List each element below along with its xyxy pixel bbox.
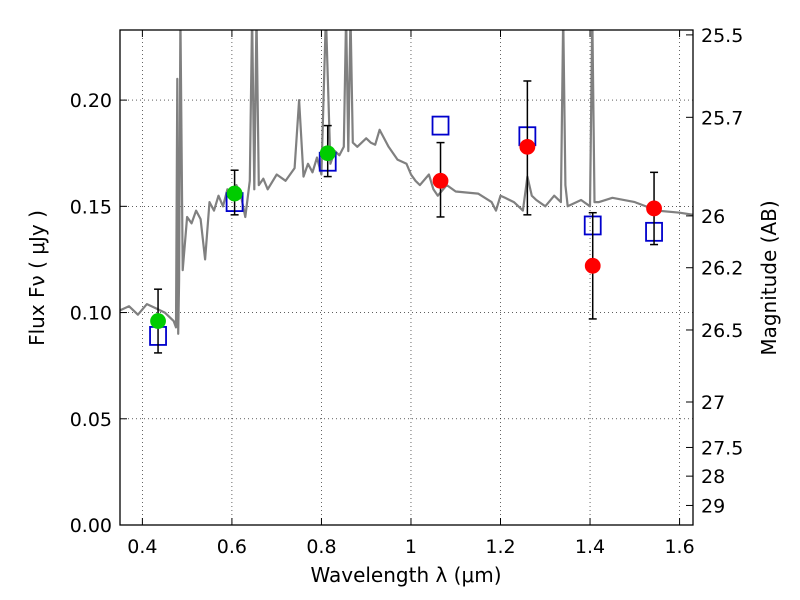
right-tick-label: 29 [701, 495, 725, 517]
grid-lines [120, 30, 693, 526]
right-tick-label: 25.7 [701, 107, 743, 129]
axis-ticks: 0.4 0.6 0.8 1 1.2 1.4 1.6 0.00 0.05 0.10 0.15 0.20 2… [70, 25, 744, 558]
right-tick-label: 27 [701, 392, 725, 414]
x-tick-label: 0.8 [306, 536, 336, 558]
model-flux-square [431, 115, 450, 136]
y-tick-label: 0.15 [70, 196, 112, 218]
red-data-point [584, 257, 601, 274]
right-tick-label: 26.5 [701, 320, 743, 342]
x-tick-label: 1.2 [485, 536, 515, 558]
red-data-point [646, 200, 662, 217]
model-spectrum-line [120, 30, 693, 335]
green-data-point [150, 313, 166, 329]
plot-frame [119, 29, 694, 526]
x-tick-label: 0.4 [127, 536, 157, 558]
x-tick-label: 0.6 [217, 536, 247, 558]
red-data-point [519, 138, 536, 155]
right-tick-label: 26.2 [701, 258, 743, 280]
y-tick-label: 0.05 [70, 409, 112, 431]
x-axis-label: Wavelength λ (μm) [310, 563, 501, 587]
green-data-point [226, 185, 243, 202]
y-tick-label: 0.00 [70, 515, 112, 537]
right-tick-label: 26 [701, 206, 725, 228]
right-tick-label: 28 [701, 466, 725, 488]
y-tick-label: 0.10 [70, 303, 112, 325]
red-data-point [432, 172, 449, 189]
green-data-point [319, 145, 336, 162]
right-tick-label: 25.5 [701, 25, 743, 47]
x-tick-label: 1 [405, 536, 417, 558]
right-axis-label: Magnitude (AB) [757, 200, 781, 355]
right-tick-label: 27.5 [701, 437, 743, 459]
x-tick-label: 1.6 [664, 536, 694, 558]
y-tick-label: 0.20 [70, 90, 112, 112]
x-tick-label: 1.4 [575, 536, 605, 558]
y-axis-label: Flux Fν ( μJy ) [25, 210, 49, 346]
plot-area [120, 30, 693, 354]
